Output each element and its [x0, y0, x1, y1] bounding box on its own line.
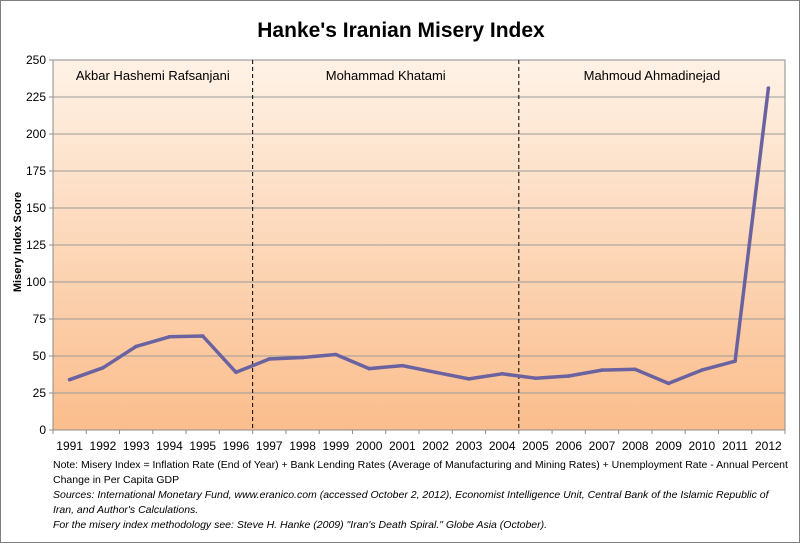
data-point — [733, 359, 737, 363]
x-tick-label: 1993 — [123, 439, 150, 453]
x-tick-label: 2003 — [456, 439, 483, 453]
methodology-text: For the misery index methodology see: St… — [53, 519, 548, 531]
data-point — [600, 368, 604, 372]
x-tick-label: 2012 — [755, 439, 782, 453]
data-point — [200, 334, 205, 338]
x-tick-label: 2009 — [655, 439, 682, 453]
x-tick-label: 2008 — [622, 439, 649, 453]
x-tick-label: 2001 — [389, 439, 416, 453]
x-tick-label: 2004 — [489, 439, 516, 453]
data-point — [134, 344, 138, 349]
data-point — [500, 371, 504, 376]
y-tick-label: 250 — [26, 53, 46, 67]
data-point — [101, 366, 105, 370]
data-point — [267, 357, 272, 361]
data-point — [633, 367, 638, 372]
y-tick-label: 100 — [26, 275, 46, 289]
y-tick-label: 125 — [26, 238, 46, 252]
x-tick-label: 1992 — [90, 439, 117, 453]
data-point — [666, 381, 671, 386]
data-point — [700, 368, 704, 372]
data-point — [167, 334, 172, 339]
x-tick-label: 2007 — [589, 439, 616, 453]
chart-title: Hanke's Iranian Misery Index — [257, 19, 545, 42]
y-tick-label: 175 — [26, 164, 46, 178]
x-tick-label: 1994 — [156, 439, 183, 453]
y-tick-label: 225 — [26, 90, 46, 104]
x-tick-label: 1999 — [322, 439, 349, 453]
x-tick-label: 1995 — [189, 439, 216, 453]
data-point — [234, 370, 238, 375]
x-tick-label: 2002 — [422, 439, 449, 453]
data-point — [566, 374, 571, 378]
x-tick-label: 2005 — [522, 439, 549, 453]
data-point — [766, 86, 771, 90]
data-point — [467, 377, 471, 381]
era-label: Mahmoud Ahmadinejad — [584, 68, 721, 83]
x-tick-label: 2011 — [722, 439, 748, 453]
y-tick-label: 50 — [33, 349, 47, 363]
chart-notes: Note: Misery Index = Inflation Rate (End… — [53, 458, 788, 533]
x-tick-label: 1997 — [256, 439, 283, 453]
data-point — [334, 352, 338, 357]
y-tick-label: 75 — [33, 312, 47, 326]
era-label: Akbar Hashemi Rafsanjani — [76, 68, 230, 83]
y-tick-label: 200 — [26, 127, 46, 141]
data-point — [67, 377, 72, 382]
data-point — [367, 366, 371, 371]
data-point — [400, 363, 405, 368]
note-text: Note: Misery Index = Inflation Rate (End… — [53, 459, 788, 486]
x-tick-label: 2010 — [688, 439, 715, 453]
x-tick-label: 1991 — [56, 439, 83, 453]
era-label: Mohammad Khatami — [326, 68, 446, 83]
y-tick-label: 150 — [26, 201, 46, 215]
y-tick-label: 0 — [39, 423, 46, 437]
series-line — [67, 86, 771, 386]
data-point — [533, 376, 538, 381]
x-tick-label: 1996 — [223, 439, 250, 453]
x-tick-label: 1998 — [289, 439, 316, 453]
data-point — [433, 370, 438, 375]
x-tick-label: 2000 — [356, 439, 383, 453]
x-tick-label: 2006 — [555, 439, 582, 453]
data-point — [300, 355, 305, 360]
y-tick-label: 25 — [33, 386, 47, 400]
sources-text: Sources: International Monetary Fund, ww… — [53, 489, 769, 516]
